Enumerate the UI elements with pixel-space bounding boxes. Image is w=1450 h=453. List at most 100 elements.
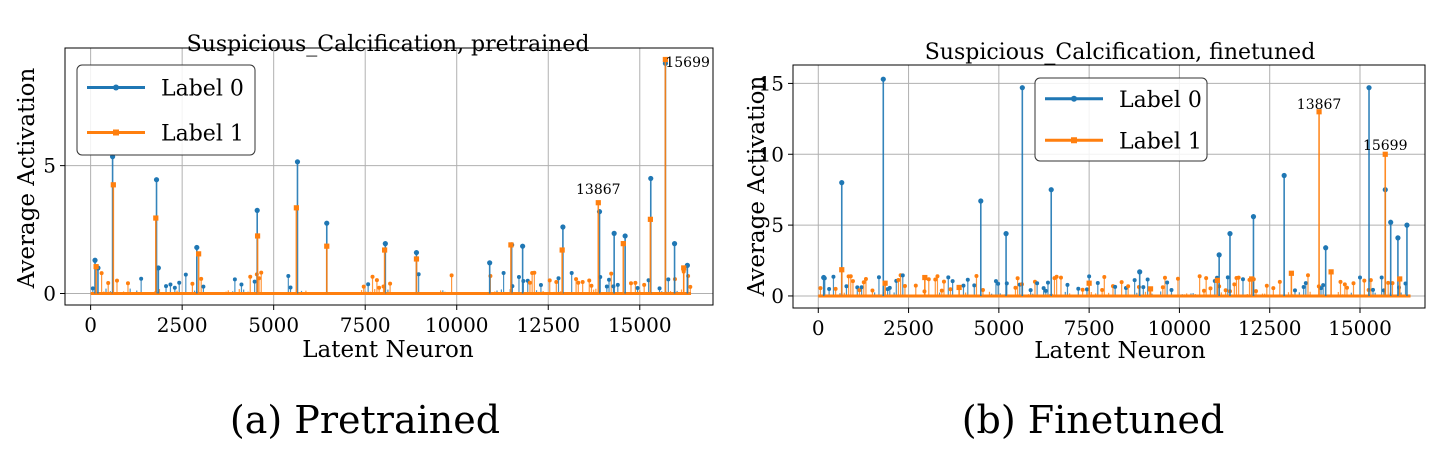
x-tick-label: 0	[84, 313, 97, 337]
point-label1	[839, 267, 845, 273]
point-label0	[324, 220, 330, 226]
legend-label1: Label 1	[161, 122, 244, 147]
plot-frame	[64, 47, 714, 306]
point-label1	[413, 256, 420, 262]
point-label1	[93, 264, 99, 270]
floor-marker	[1160, 285, 1165, 290]
x-tick-label: 2500	[157, 313, 208, 337]
floor-marker	[1303, 281, 1308, 286]
point-label1	[1316, 109, 1322, 115]
floor-marker	[1175, 276, 1180, 281]
floor-marker	[635, 286, 640, 291]
floor-marker	[848, 274, 853, 279]
point-label0	[1388, 219, 1394, 225]
floor-marker	[1321, 283, 1326, 288]
floor-marker	[1208, 286, 1213, 291]
annotation: 15699	[665, 55, 710, 71]
floor-marker	[554, 279, 559, 284]
floor-marker	[633, 280, 638, 285]
floor-marker	[861, 280, 866, 285]
y-tick-label: 10	[759, 142, 784, 166]
floor-marker	[1201, 288, 1206, 293]
y-tick-label: 5	[43, 154, 56, 178]
floor-marker	[1357, 275, 1362, 280]
x-axis-label: Latent Neuron	[1034, 338, 1206, 364]
legend-label1: Label 1	[1119, 129, 1202, 154]
floor-marker	[1342, 282, 1347, 287]
floor-marker	[974, 273, 979, 278]
floor-marker	[1223, 288, 1228, 293]
x-tick-label: 10000	[1148, 316, 1212, 340]
point-label0	[1281, 172, 1287, 179]
floor-marker	[576, 280, 581, 285]
floor-marker	[1236, 275, 1241, 280]
floor-marker	[913, 283, 918, 288]
floor-marker	[961, 283, 966, 288]
floor-marker	[1169, 287, 1174, 292]
floor-marker	[501, 271, 506, 276]
floor-marker	[1132, 278, 1137, 283]
floor-marker	[1041, 286, 1046, 291]
point-label0	[520, 243, 526, 249]
chart-title: Suspicious_Calcification, finetuned	[925, 40, 1316, 65]
floor-marker	[114, 278, 119, 283]
y-tick-label: 0	[771, 284, 784, 308]
floor-marker	[935, 274, 940, 279]
point-label0	[611, 230, 617, 236]
point-label1	[508, 242, 514, 248]
chart-finetuned: Suspicious_Calcification, finetuned Aver…	[744, 40, 1426, 364]
floor-marker	[666, 277, 671, 282]
point-label0	[155, 265, 161, 271]
x-tick-label: 2500	[883, 316, 934, 340]
point-label0	[1216, 252, 1222, 258]
legend-marker-label0	[113, 84, 119, 91]
floor-marker	[1084, 287, 1089, 292]
floor-marker	[168, 282, 173, 287]
point-label0	[1227, 231, 1233, 237]
floor-marker	[1054, 274, 1059, 279]
point-label1	[382, 247, 388, 253]
x-tick-label: 10000	[425, 313, 489, 337]
floor-marker	[374, 278, 379, 283]
floor-marker	[1232, 282, 1237, 287]
floor-marker	[688, 284, 693, 289]
point-label0	[1250, 214, 1257, 220]
point-label0	[622, 233, 628, 239]
floor-marker	[1165, 280, 1170, 285]
floor-marker	[615, 282, 620, 287]
floor-marker	[1126, 284, 1131, 289]
floor-marker	[1015, 276, 1020, 281]
legend-label0: Label 0	[1119, 88, 1202, 113]
floor-marker	[896, 278, 901, 283]
point-label1	[1249, 276, 1255, 282]
point-label1	[922, 274, 928, 281]
floor-marker	[855, 285, 860, 290]
x-tick-label: 0	[812, 316, 825, 340]
floor-marker	[172, 285, 177, 290]
floor-marker	[1100, 287, 1105, 292]
floor-marker	[388, 281, 393, 286]
point-label0	[294, 159, 301, 165]
x-tick-label: 15000	[608, 313, 672, 337]
floor-marker	[1045, 280, 1050, 285]
point-label1	[662, 56, 668, 63]
point-label0	[254, 207, 260, 213]
point-label0	[1003, 231, 1009, 237]
point-label0	[413, 249, 420, 256]
floor-marker	[538, 282, 543, 287]
floor-marker	[1197, 274, 1202, 279]
annotation: 13867	[1297, 97, 1342, 113]
point-label0	[153, 177, 160, 183]
floor-marker	[1058, 275, 1063, 280]
floor-marker	[99, 271, 104, 276]
point-label0	[1048, 187, 1054, 193]
point-label1	[153, 215, 159, 221]
floor-marker	[1379, 275, 1384, 280]
floor-marker	[939, 288, 944, 293]
point-label1	[196, 251, 202, 257]
floor-marker	[449, 273, 454, 278]
floor-marker	[857, 288, 862, 293]
floor-marker	[941, 279, 946, 284]
point-label1	[1214, 277, 1220, 283]
